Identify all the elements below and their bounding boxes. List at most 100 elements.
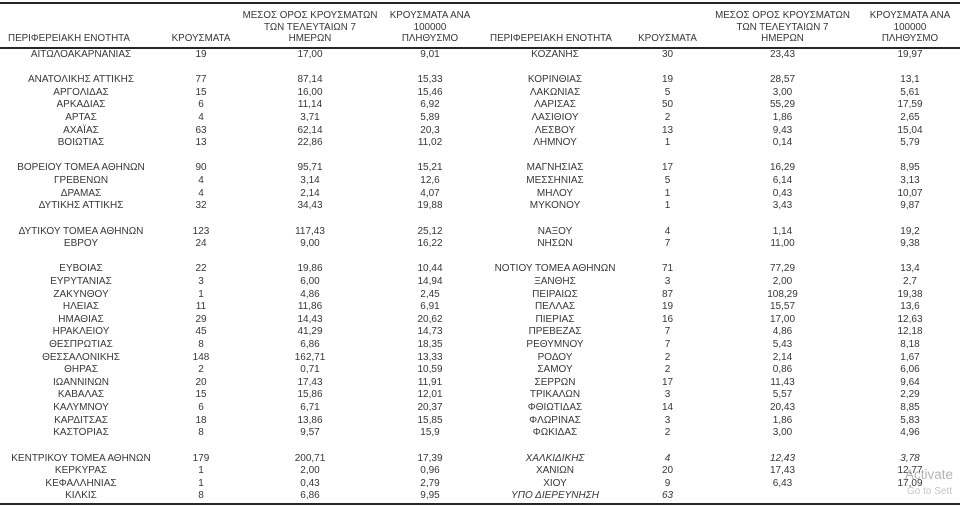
right-avg7-cell [705,490,860,503]
left-region-cell: ΚΑΒΑΛΑΣ [57,389,105,401]
left-region-cell: ΕΥΡΥΤΑΝΙΑΣ [50,275,112,287]
left-cases-cell: 1 [198,288,204,300]
right-avg7-cell: 108,29 [767,288,798,300]
right-per100k-cell: 8,18 [900,339,920,351]
right-cases-cell: 16 [661,313,674,325]
right-cases-cell: 63 [661,490,674,502]
left-per100k-cell: 13,33 [417,351,443,363]
left-per100k-cell: 6,91 [420,301,440,313]
left-region-cell: ΗΜΑΘΙΑΣ [58,313,104,325]
right-cases-cell: 4 [664,452,671,464]
right-per100k-cell: 3,78 [900,452,920,464]
left-per100k-cell: 2,45 [420,288,440,300]
table-body: ΑΙΤΩΛΟΑΚΑΡΝΑΝΙΑΣ 19 17,00 9,01 ΚΟΖΑΝΗΣ 30 23,4… [0,49,960,503]
left-per100k-cell: 0,96 [420,465,440,477]
left-avg7-cell: 2,14 [300,187,320,199]
right-region-cell: ΚΟΖΑΝΗΣ [531,49,579,60]
right-avg7-cell: 55,29 [769,99,796,111]
spacer-row [0,62,960,75]
left-per100k-cell: 14,73 [417,326,443,338]
left-region-cell: ΒΟΙΩΤΙΑΣ [57,137,105,149]
left-cases-cell: 6 [198,402,204,414]
right-per100k-cell: 1,67 [900,351,920,363]
right-per100k-cell: 8,95 [900,162,920,174]
left-region-cell: ΑΡΚΑΔΙΑΣ [56,99,106,111]
table-bottom-rule [0,503,960,505]
right-cases-cell: 19 [661,74,674,86]
left-region-cell: ΑΧΑΪΑΣ [63,124,99,136]
right-region-cell: ΥΠΟ ΔΙΕΡΕΥΝΗΣΗ [511,490,599,502]
left-cases-cell: 8 [198,339,204,351]
right-avg7-cell: 3,43 [772,200,793,212]
left-per100k-cell: 20,62 [417,313,443,325]
left-avg7-cell: 4,86 [300,288,320,300]
right-per100k-cell: 9,64 [900,376,920,388]
right-region-cell: ΣΕΡΡΩΝ [534,376,576,388]
header-cases-right: ΚΡΟΥΣΜΑΤΑ [638,32,697,44]
right-per100k-cell: 6,06 [900,364,920,376]
left-avg7-cell: 11,14 [297,99,323,111]
left-cases-cell: 1 [198,465,204,477]
right-cases-cell: 17 [661,376,674,388]
left-region-cell: ΑΝΑΤΟΛΙΚΗΣ ΑΤΤΙΚΗΣ [27,74,135,86]
left-cases-cell: 90 [195,162,207,174]
right-avg7-cell: 11,43 [770,376,795,388]
left-avg7-cell: 6,00 [300,275,320,287]
table-row: ΚΕΝΤΡΙΚΟΥ ΤΟΜΕΑ ΑΘΗΝΩΝ 179 200,71 17,39 ΧΑΛΚ… [0,453,960,466]
right-avg7-cell: 6,14 [772,175,793,187]
left-region-cell: ΕΒΡΟΥ [63,238,99,250]
left-region-cell: ΚΕΡΚΥΡΑΣ [54,465,108,477]
left-cases-cell: 15 [195,86,207,98]
right-cases-cell: 4 [664,225,671,237]
header-cases-left: ΚΡΟΥΣΜΑΤΑ [171,32,231,44]
right-avg7-cell: 17,00 [769,313,796,325]
right-per100k-cell: 12,77 [897,465,923,477]
left-cases-cell: 8 [198,490,204,502]
right-per100k-cell: 3,13 [900,175,920,187]
right-per100k-cell: 5,83 [900,414,920,426]
right-region-cell: ΧΑΝΙΩΝ [535,465,575,477]
left-region-cell: ΕΥΒΟΙΑΣ [59,263,103,275]
left-per100k-cell: 20,37 [417,402,443,414]
left-avg7-cell: 15,86 [297,389,323,401]
activate-windows-watermark: Activate [905,467,954,482]
right-avg7-cell: 3,00 [772,427,793,439]
table-row: ΚΕΡΚΥΡΑΣ 1 2,00 0,96 ΧΑΝΙΩΝ 20 17,43 12,77 [0,465,960,478]
table-row: ΘΕΣΣΑΛΟΝΙΚΗΣ 148 162,71 13,33 ΡΟΔΟΥ 2 2,14 1,67 [0,352,960,365]
left-avg7-cell: 17,00 [297,49,323,60]
right-cases-cell: 5 [664,175,671,187]
left-avg7-cell: 3,71 [300,112,320,124]
left-cases-cell: 148 [192,351,210,363]
table-row: ΗΜΑΘΙΑΣ 29 14,43 20,62 ΠΙΕΡΙΑΣ 16 17,00 12,63 [0,314,960,327]
left-cases-cell: 20 [195,376,207,388]
left-avg7-cell: 2,00 [300,465,320,477]
right-region-cell: ΜΥΚΟΝΟΥ [529,200,581,212]
left-avg7-cell: 6,86 [300,490,320,502]
right-per100k-cell: 12,63 [897,313,923,325]
spacer-row [0,251,960,264]
left-region-cell: ΖΑΚΥΝΘΟΥ [53,288,109,300]
left-cases-cell: 63 [195,124,207,136]
left-cases-cell: 77 [195,74,207,86]
left-per100k-cell: 15,9 [420,427,440,439]
right-cases-cell: 71 [661,263,674,275]
left-per100k-cell: 5,89 [420,112,440,124]
right-cases-cell: 1 [664,137,671,149]
left-avg7-cell: 6,86 [300,339,320,351]
right-region-cell: ΝΟΤΙΟΥ ΤΟΜΕΑ ΑΘΗΝΩΝ [494,263,616,275]
left-cases-cell: 3 [198,275,204,287]
right-cases-cell: 87 [661,288,674,300]
left-cases-cell: 19 [195,49,207,60]
right-region-cell: ΜΗΛΟΥ [536,187,574,199]
right-per100k-cell: 5,61 [900,86,920,98]
left-per100k-cell: 15,33 [417,74,443,86]
right-avg7-cell: 17,43 [769,465,796,477]
right-region-cell: ΠΡΕΒΕΖΑΣ [528,326,582,338]
table-row: ΚΑΣΤΟΡΙΑΣ 8 9,57 15,9 ΦΩΚΙΔΑΣ 2 3,00 4,96 [0,427,960,440]
left-per100k-cell: 18,35 [417,339,443,351]
right-avg7-cell: 2,14 [772,351,793,363]
right-per100k-cell: 13,4 [900,263,920,275]
right-avg7-cell: 5,43 [772,339,793,351]
left-avg7-cell: 95,71 [297,162,323,174]
